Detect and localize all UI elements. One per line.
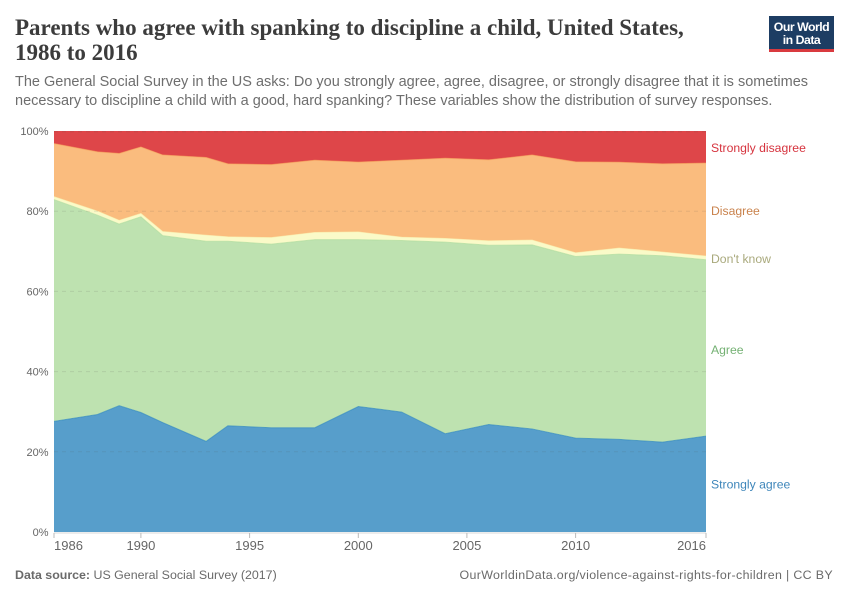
- svg-text:80%: 80%: [26, 206, 48, 218]
- svg-text:40%: 40%: [26, 367, 48, 379]
- svg-text:Disagree: Disagree: [711, 204, 760, 218]
- svg-text:2016: 2016: [677, 538, 706, 553]
- svg-text:100%: 100%: [20, 126, 48, 138]
- svg-text:20%: 20%: [26, 447, 48, 459]
- svg-text:1986: 1986: [54, 538, 83, 553]
- svg-text:Strongly disagree: Strongly disagree: [711, 141, 806, 155]
- svg-text:2005: 2005: [452, 538, 481, 553]
- svg-text:60%: 60%: [26, 286, 48, 298]
- svg-text:Strongly agree: Strongly agree: [711, 478, 790, 492]
- svg-text:2000: 2000: [344, 538, 373, 553]
- svg-text:Agree: Agree: [711, 343, 744, 357]
- svg-text:1990: 1990: [126, 538, 155, 553]
- svg-text:Don't know: Don't know: [711, 252, 771, 266]
- svg-text:1995: 1995: [235, 538, 264, 553]
- svg-text:0%: 0%: [33, 527, 49, 539]
- svg-text:2010: 2010: [561, 538, 590, 553]
